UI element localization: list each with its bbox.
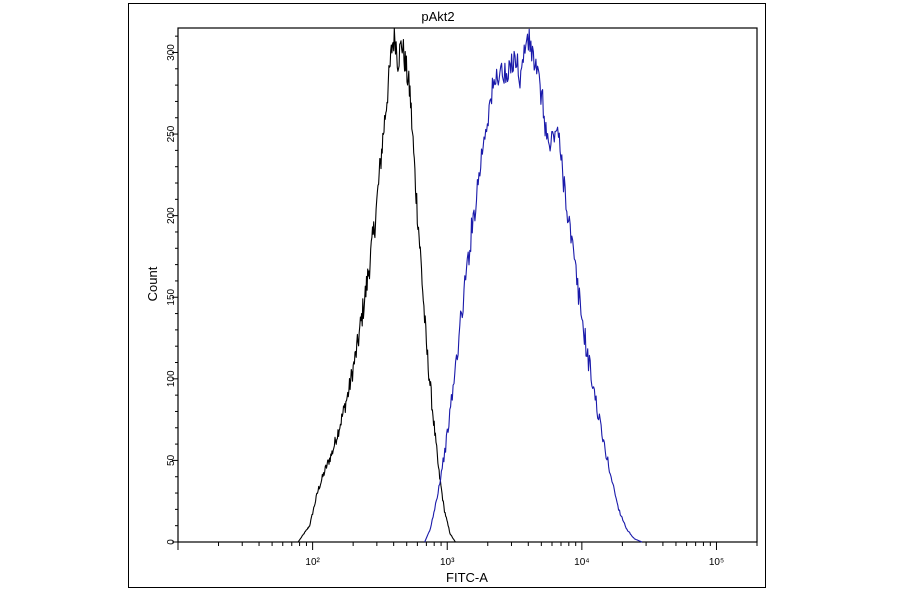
plot-area-border	[177, 27, 758, 543]
y-tick-label: 50	[166, 454, 177, 466]
y-tick-label: 0	[166, 539, 177, 545]
histogram-series-1	[424, 28, 643, 543]
x-tick-label: 10⁴	[574, 557, 589, 568]
y-axis-label: Count	[145, 266, 160, 301]
y-tick-label: 200	[166, 207, 177, 224]
y-tick-label: 100	[166, 370, 177, 387]
histogram-curves	[297, 27, 643, 543]
y-tick-label: 300	[166, 44, 177, 61]
x-tick-label: 10³	[440, 557, 455, 568]
axis-ticks: 0 50 100 150 200 250 300 10² 10³ 10⁴ 10⁵	[166, 35, 758, 568]
histogram-series-0	[297, 27, 456, 543]
plot-frame	[128, 3, 766, 588]
x-axis-label: FITC-A	[446, 570, 488, 585]
y-tick-label: 150	[166, 288, 177, 305]
x-tick-label: 10²	[305, 557, 320, 568]
x-tick-label: 10⁵	[709, 557, 724, 568]
chart-title: pAkt2	[421, 9, 454, 24]
y-tick-label: 250	[166, 125, 177, 142]
